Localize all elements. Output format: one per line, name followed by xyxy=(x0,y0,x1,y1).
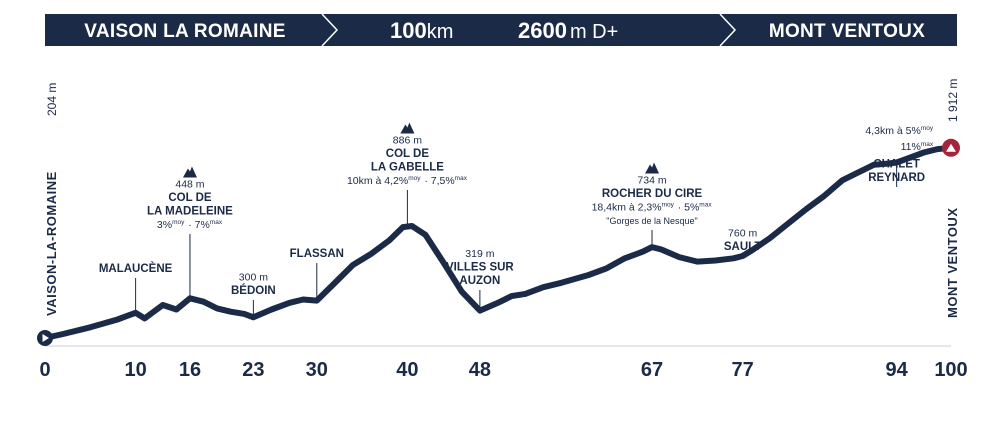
header-elevation-unit: m D+ xyxy=(570,21,618,43)
x-tick-label: 94 xyxy=(886,359,909,381)
climb-note: "Gorges de la Nesque" xyxy=(606,216,697,226)
header-distance: 100km xyxy=(390,18,453,43)
waypoint-name: BÉDOIN xyxy=(231,284,276,297)
waypoint-name: ROCHER DU CIRE xyxy=(602,188,703,200)
climb-stats: 11%max xyxy=(901,141,934,153)
waypoint-name: FLASSAN xyxy=(290,248,344,260)
x-tick-label: 0 xyxy=(39,359,50,381)
climb-stats: 10km à 4,2%moy · 7,5%max xyxy=(347,175,468,187)
waypoint-name: CHALET xyxy=(873,159,920,171)
waypoint-name: AUZON xyxy=(459,275,500,287)
waypoint-name: LA GABELLE xyxy=(371,162,444,174)
x-tick-label: 23 xyxy=(242,359,264,381)
x-tick-label: 77 xyxy=(731,359,753,381)
x-tick-labels: 0 10 16 23 30 40 48 67 77 94 100 xyxy=(39,359,967,381)
header-banner: VAISON LA ROMAINE 100km 2600 m D+ MONT VE… xyxy=(45,13,957,47)
side-finish-altitude: 1 912 m xyxy=(946,79,960,122)
climb-stats: 18,4km à 2,3%moy · 5%max xyxy=(592,202,713,214)
waypoint-name: LA MADELEINE xyxy=(147,206,233,218)
profile-line xyxy=(42,144,954,341)
guide-lines xyxy=(135,164,898,320)
waypoint: MALAUCÈNE xyxy=(99,262,173,275)
header-finish: MONT VENTOUX xyxy=(769,21,925,42)
waypoint-name: COL DE xyxy=(168,192,212,204)
waypoint-name: SAULT xyxy=(724,241,761,253)
x-tick-label: 10 xyxy=(124,359,146,381)
waypoint-altitude: 760 m xyxy=(728,228,757,240)
summit-mountain-icon xyxy=(400,122,415,134)
side-start-place: VAISON-LA-ROMAINE xyxy=(44,171,59,316)
header-start: VAISON LA ROMAINE xyxy=(84,21,285,42)
waypoint-altitude: 886 m xyxy=(393,135,422,147)
x-tick-label: 40 xyxy=(396,359,418,381)
header-distance-unit: km xyxy=(427,21,454,43)
climb-stats: 3%moy · 7%max xyxy=(157,219,223,231)
waypoint-name: VILLES SUR xyxy=(446,262,514,274)
x-tick-label: 100 xyxy=(934,359,967,381)
profile-layer xyxy=(37,138,960,346)
finish-mountain-icon xyxy=(946,143,956,152)
side-finish-place: MONT VENTOUX xyxy=(945,208,960,319)
waypoint-name: COL DE xyxy=(386,148,430,160)
climb-stats: 4,3km à 5%moy xyxy=(865,125,934,137)
waypoint-altitude: 319 m xyxy=(465,248,494,260)
x-tick-label: 48 xyxy=(469,359,491,381)
waypoint-name: REYNARD xyxy=(868,172,925,184)
waypoint: FLASSAN xyxy=(290,248,344,260)
waypoint-altitude: 300 m xyxy=(239,272,268,284)
x-tick-label: 67 xyxy=(641,359,663,381)
waypoint-altitude: 448 m xyxy=(175,179,204,191)
header-chevron-right xyxy=(719,13,737,47)
header-distance-value: 100 xyxy=(390,18,427,43)
waypoint-altitude: 734 m xyxy=(637,175,666,187)
summit-mountain-icon xyxy=(645,162,660,174)
waypoint-name: MALAUCÈNE xyxy=(99,262,173,275)
header-chevron-left xyxy=(321,13,339,47)
header-elevation: 2600 m D+ xyxy=(518,18,618,43)
x-tick-label: 30 xyxy=(306,359,328,381)
header-background xyxy=(45,14,957,46)
finish-annotation: 4,3km à 5%moy 11%max xyxy=(865,125,934,153)
header-elevation-value: 2600 xyxy=(518,18,567,43)
x-tick-label: 16 xyxy=(179,359,201,381)
start-play-icon xyxy=(42,333,49,342)
side-start-altitude: 204 m xyxy=(45,83,59,116)
summit-mountain-icon xyxy=(182,166,197,178)
